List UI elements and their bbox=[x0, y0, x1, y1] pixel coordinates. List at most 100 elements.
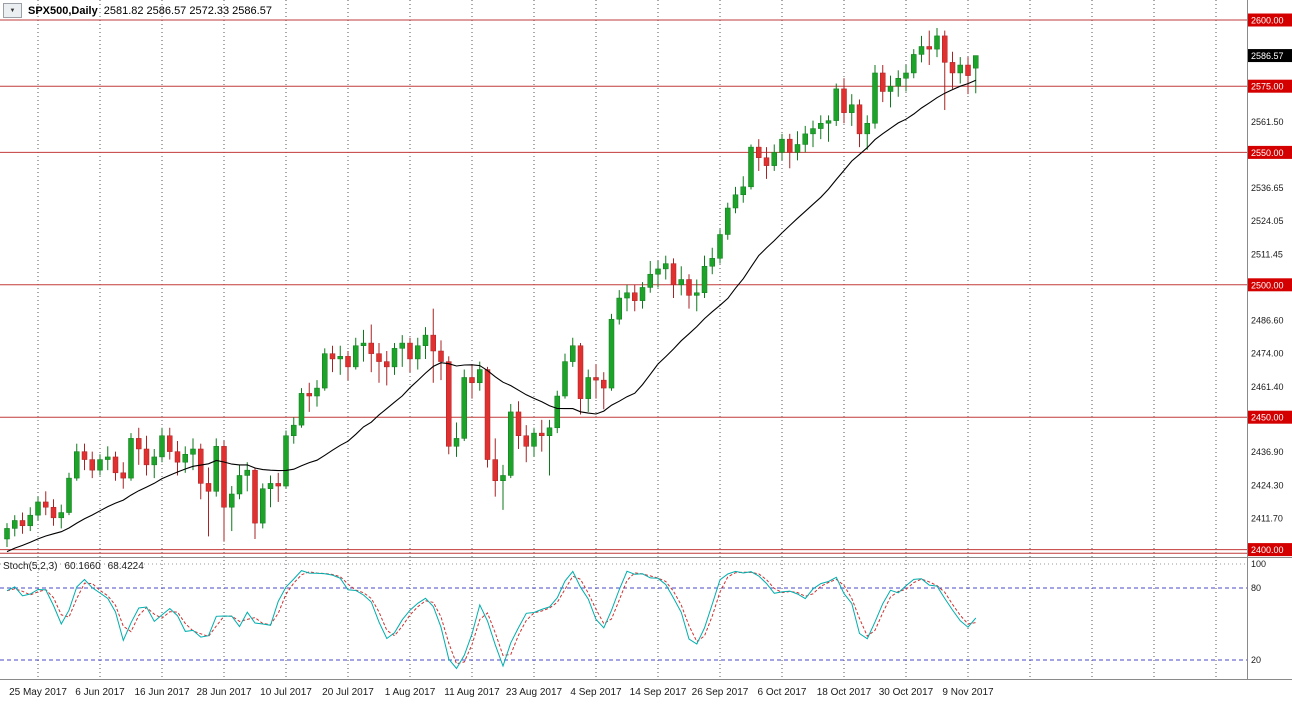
date-label: 1 Aug 2017 bbox=[385, 687, 436, 698]
candle bbox=[787, 133, 793, 169]
candle bbox=[887, 75, 894, 108]
date-label: 26 Sep 2017 bbox=[692, 687, 749, 698]
candle bbox=[539, 419, 545, 452]
moving-average-line bbox=[6, 79, 977, 553]
date-label: 14 Sep 2017 bbox=[630, 687, 687, 698]
date-label: 4 Sep 2017 bbox=[570, 687, 622, 698]
price-level-label: 2400.00 bbox=[1248, 543, 1292, 557]
candle bbox=[895, 70, 901, 97]
grid-vertical-lines bbox=[37, 0, 1217, 678]
candle bbox=[670, 258, 677, 299]
symbol-timeframe-label: SPX500,Daily bbox=[28, 4, 98, 17]
candle bbox=[19, 512, 26, 534]
price-level-label: 2600.00 bbox=[1248, 13, 1292, 27]
price-axis-label: 2524.05 bbox=[1251, 216, 1284, 226]
candle bbox=[678, 266, 684, 296]
chart-header: ▼ SPX500,Daily 2581.82 2586.57 2572.33 2… bbox=[3, 3, 272, 18]
candle bbox=[391, 343, 398, 375]
svg-text:2500.00: 2500.00 bbox=[1251, 280, 1284, 290]
candle bbox=[663, 255, 669, 280]
candle bbox=[732, 186, 739, 214]
candle bbox=[329, 345, 336, 373]
candle bbox=[523, 425, 529, 463]
candle bbox=[639, 282, 646, 309]
candle bbox=[275, 472, 281, 502]
date-label: 6 Oct 2017 bbox=[758, 687, 807, 698]
candle bbox=[213, 438, 219, 497]
candle bbox=[825, 115, 832, 142]
candle bbox=[585, 369, 591, 412]
date-label: 16 Jun 2017 bbox=[134, 687, 189, 698]
candle bbox=[174, 441, 181, 476]
candle bbox=[198, 443, 204, 500]
candle bbox=[376, 343, 382, 383]
candle bbox=[112, 451, 119, 481]
stoch-axis-label: 80 bbox=[1251, 583, 1261, 593]
candle bbox=[593, 364, 599, 399]
current-price-label: 2586.57 bbox=[1248, 49, 1292, 63]
price-axis-label: 2561.50 bbox=[1251, 117, 1284, 127]
stochastic-main-line bbox=[6, 570, 977, 670]
candle bbox=[81, 443, 88, 471]
candle bbox=[601, 372, 607, 410]
candle bbox=[244, 462, 250, 492]
candle bbox=[949, 51, 956, 89]
price-axis-label: 2461.40 bbox=[1251, 382, 1284, 392]
candle bbox=[802, 125, 808, 153]
candle bbox=[957, 57, 963, 84]
stoch-axis-label: 100 bbox=[1251, 559, 1266, 569]
price-axis[interactable]: 2561.50 2536.65 2524.05 2511.45 2486.60 2474.… bbox=[1248, 13, 1292, 666]
candle bbox=[856, 99, 863, 148]
candle bbox=[508, 403, 514, 479]
candle bbox=[89, 451, 95, 479]
candle bbox=[686, 274, 692, 309]
candle bbox=[748, 144, 754, 190]
candle bbox=[267, 475, 274, 508]
candle bbox=[577, 343, 584, 415]
candle bbox=[446, 356, 452, 455]
candle bbox=[701, 255, 708, 299]
candle bbox=[415, 337, 421, 370]
candle bbox=[756, 139, 762, 171]
candle bbox=[221, 441, 227, 542]
candle bbox=[694, 279, 700, 312]
candle bbox=[43, 491, 49, 516]
candle bbox=[291, 417, 297, 444]
candle bbox=[632, 284, 638, 312]
candle bbox=[260, 483, 266, 529]
svg-text:2586.57: 2586.57 bbox=[1251, 51, 1284, 61]
candle bbox=[368, 324, 374, 373]
svg-text:2450.00: 2450.00 bbox=[1251, 413, 1284, 423]
candle bbox=[763, 147, 770, 179]
time-axis[interactable]: 25 May 2017 6 Jun 2017 16 Jun 2017 28 Jun 2… bbox=[9, 687, 994, 698]
candle bbox=[973, 55, 979, 94]
candle bbox=[4, 523, 10, 547]
candle bbox=[74, 443, 80, 481]
candle bbox=[105, 446, 111, 471]
candle bbox=[546, 419, 553, 476]
candle bbox=[120, 462, 126, 489]
price-level-label: 2500.00 bbox=[1248, 278, 1292, 292]
date-label: 18 Oct 2017 bbox=[817, 687, 872, 698]
price-level-label: 2450.00 bbox=[1248, 410, 1292, 424]
candle bbox=[422, 327, 429, 359]
candle bbox=[314, 380, 320, 407]
one-click-trading-button[interactable]: ▼ bbox=[3, 3, 22, 18]
candle bbox=[810, 120, 816, 148]
candle bbox=[771, 144, 777, 171]
candle bbox=[864, 115, 870, 150]
candle bbox=[182, 446, 188, 473]
candle bbox=[252, 467, 258, 540]
candle bbox=[841, 78, 847, 124]
date-label: 30 Oct 2017 bbox=[879, 687, 934, 698]
svg-text:2575.00: 2575.00 bbox=[1251, 82, 1284, 92]
date-label: 11 Aug 2017 bbox=[444, 687, 500, 698]
horizontal-level-lines[interactable] bbox=[0, 19, 1247, 554]
candle bbox=[880, 65, 886, 103]
candle bbox=[872, 65, 878, 129]
candle bbox=[128, 433, 134, 481]
candle bbox=[709, 247, 715, 275]
candle bbox=[942, 30, 948, 111]
date-label: 6 Jun 2017 bbox=[75, 687, 125, 698]
